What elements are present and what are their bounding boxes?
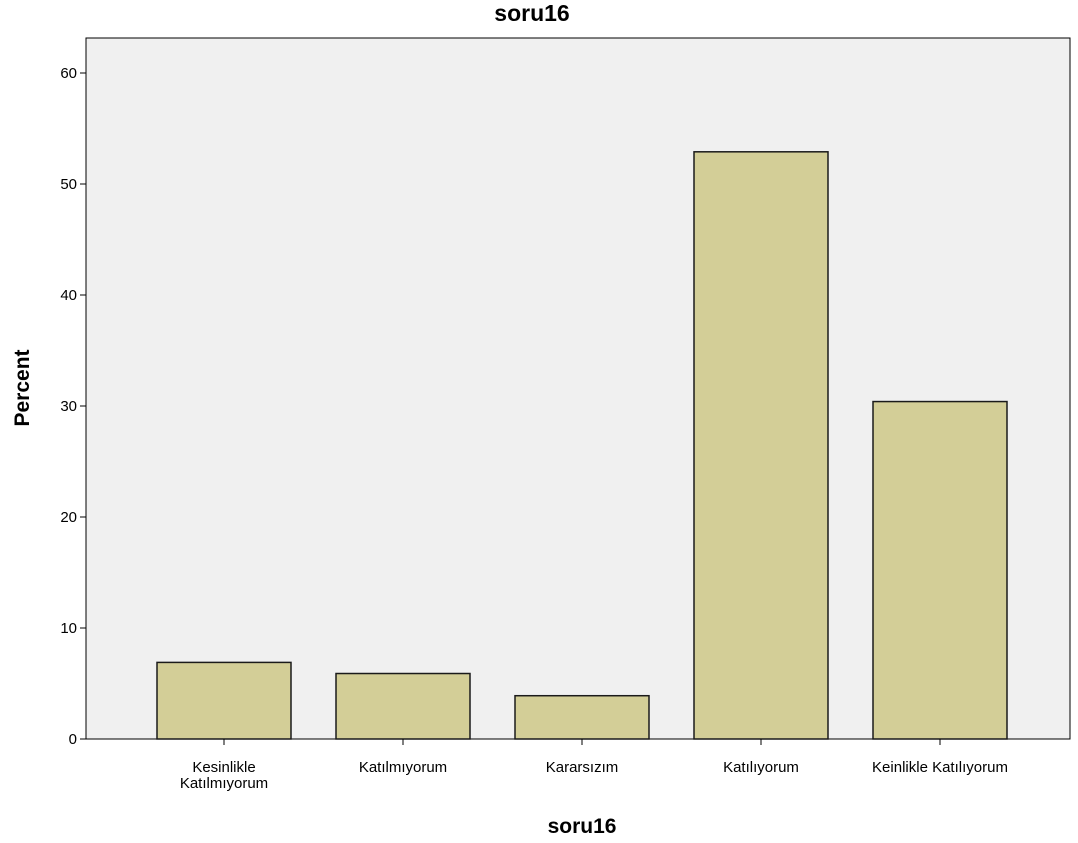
x-tick-label: Kararsızım <box>546 759 619 776</box>
y-tick-label: 10 <box>60 620 77 637</box>
bar <box>693 151 829 740</box>
y-axis-title: Percent <box>11 349 34 426</box>
x-tick-label-line: Katılıyorum <box>723 759 799 776</box>
y-tick-label: 60 <box>60 65 77 82</box>
y-tick-label: 50 <box>60 176 77 193</box>
y-tick-label: 40 <box>60 287 77 304</box>
y-tick-label: 30 <box>60 398 77 415</box>
bar <box>872 400 1008 740</box>
x-tick-label: Katılıyorum <box>723 759 799 776</box>
x-tick-label: Keinlikle Katılıyorum <box>872 759 1008 776</box>
chart-title: soru16 <box>494 0 569 26</box>
x-tick-label-line: Katılmıyorum <box>180 775 268 792</box>
x-tick-label-line: Kararsızım <box>546 759 619 776</box>
bar <box>514 694 650 740</box>
x-tick-label: Kesinlikle Katılmıyorum <box>180 759 268 792</box>
bar <box>335 672 471 740</box>
y-axis: 0 10 20 30 40 50 60 <box>60 65 86 748</box>
x-tick-label-line: Katılmıyorum <box>359 759 447 776</box>
y-tick-label: 0 <box>69 731 77 748</box>
bars-group <box>156 151 1008 740</box>
x-tick-label: Katılmıyorum <box>359 759 447 776</box>
y-tick-label: 20 <box>60 509 77 526</box>
x-tick-label-line: Kesinlikle <box>192 759 255 776</box>
x-axis-title: soru16 <box>548 815 617 838</box>
bar <box>156 661 292 740</box>
x-tick-label-line: Keinlikle Katılıyorum <box>872 759 1008 776</box>
